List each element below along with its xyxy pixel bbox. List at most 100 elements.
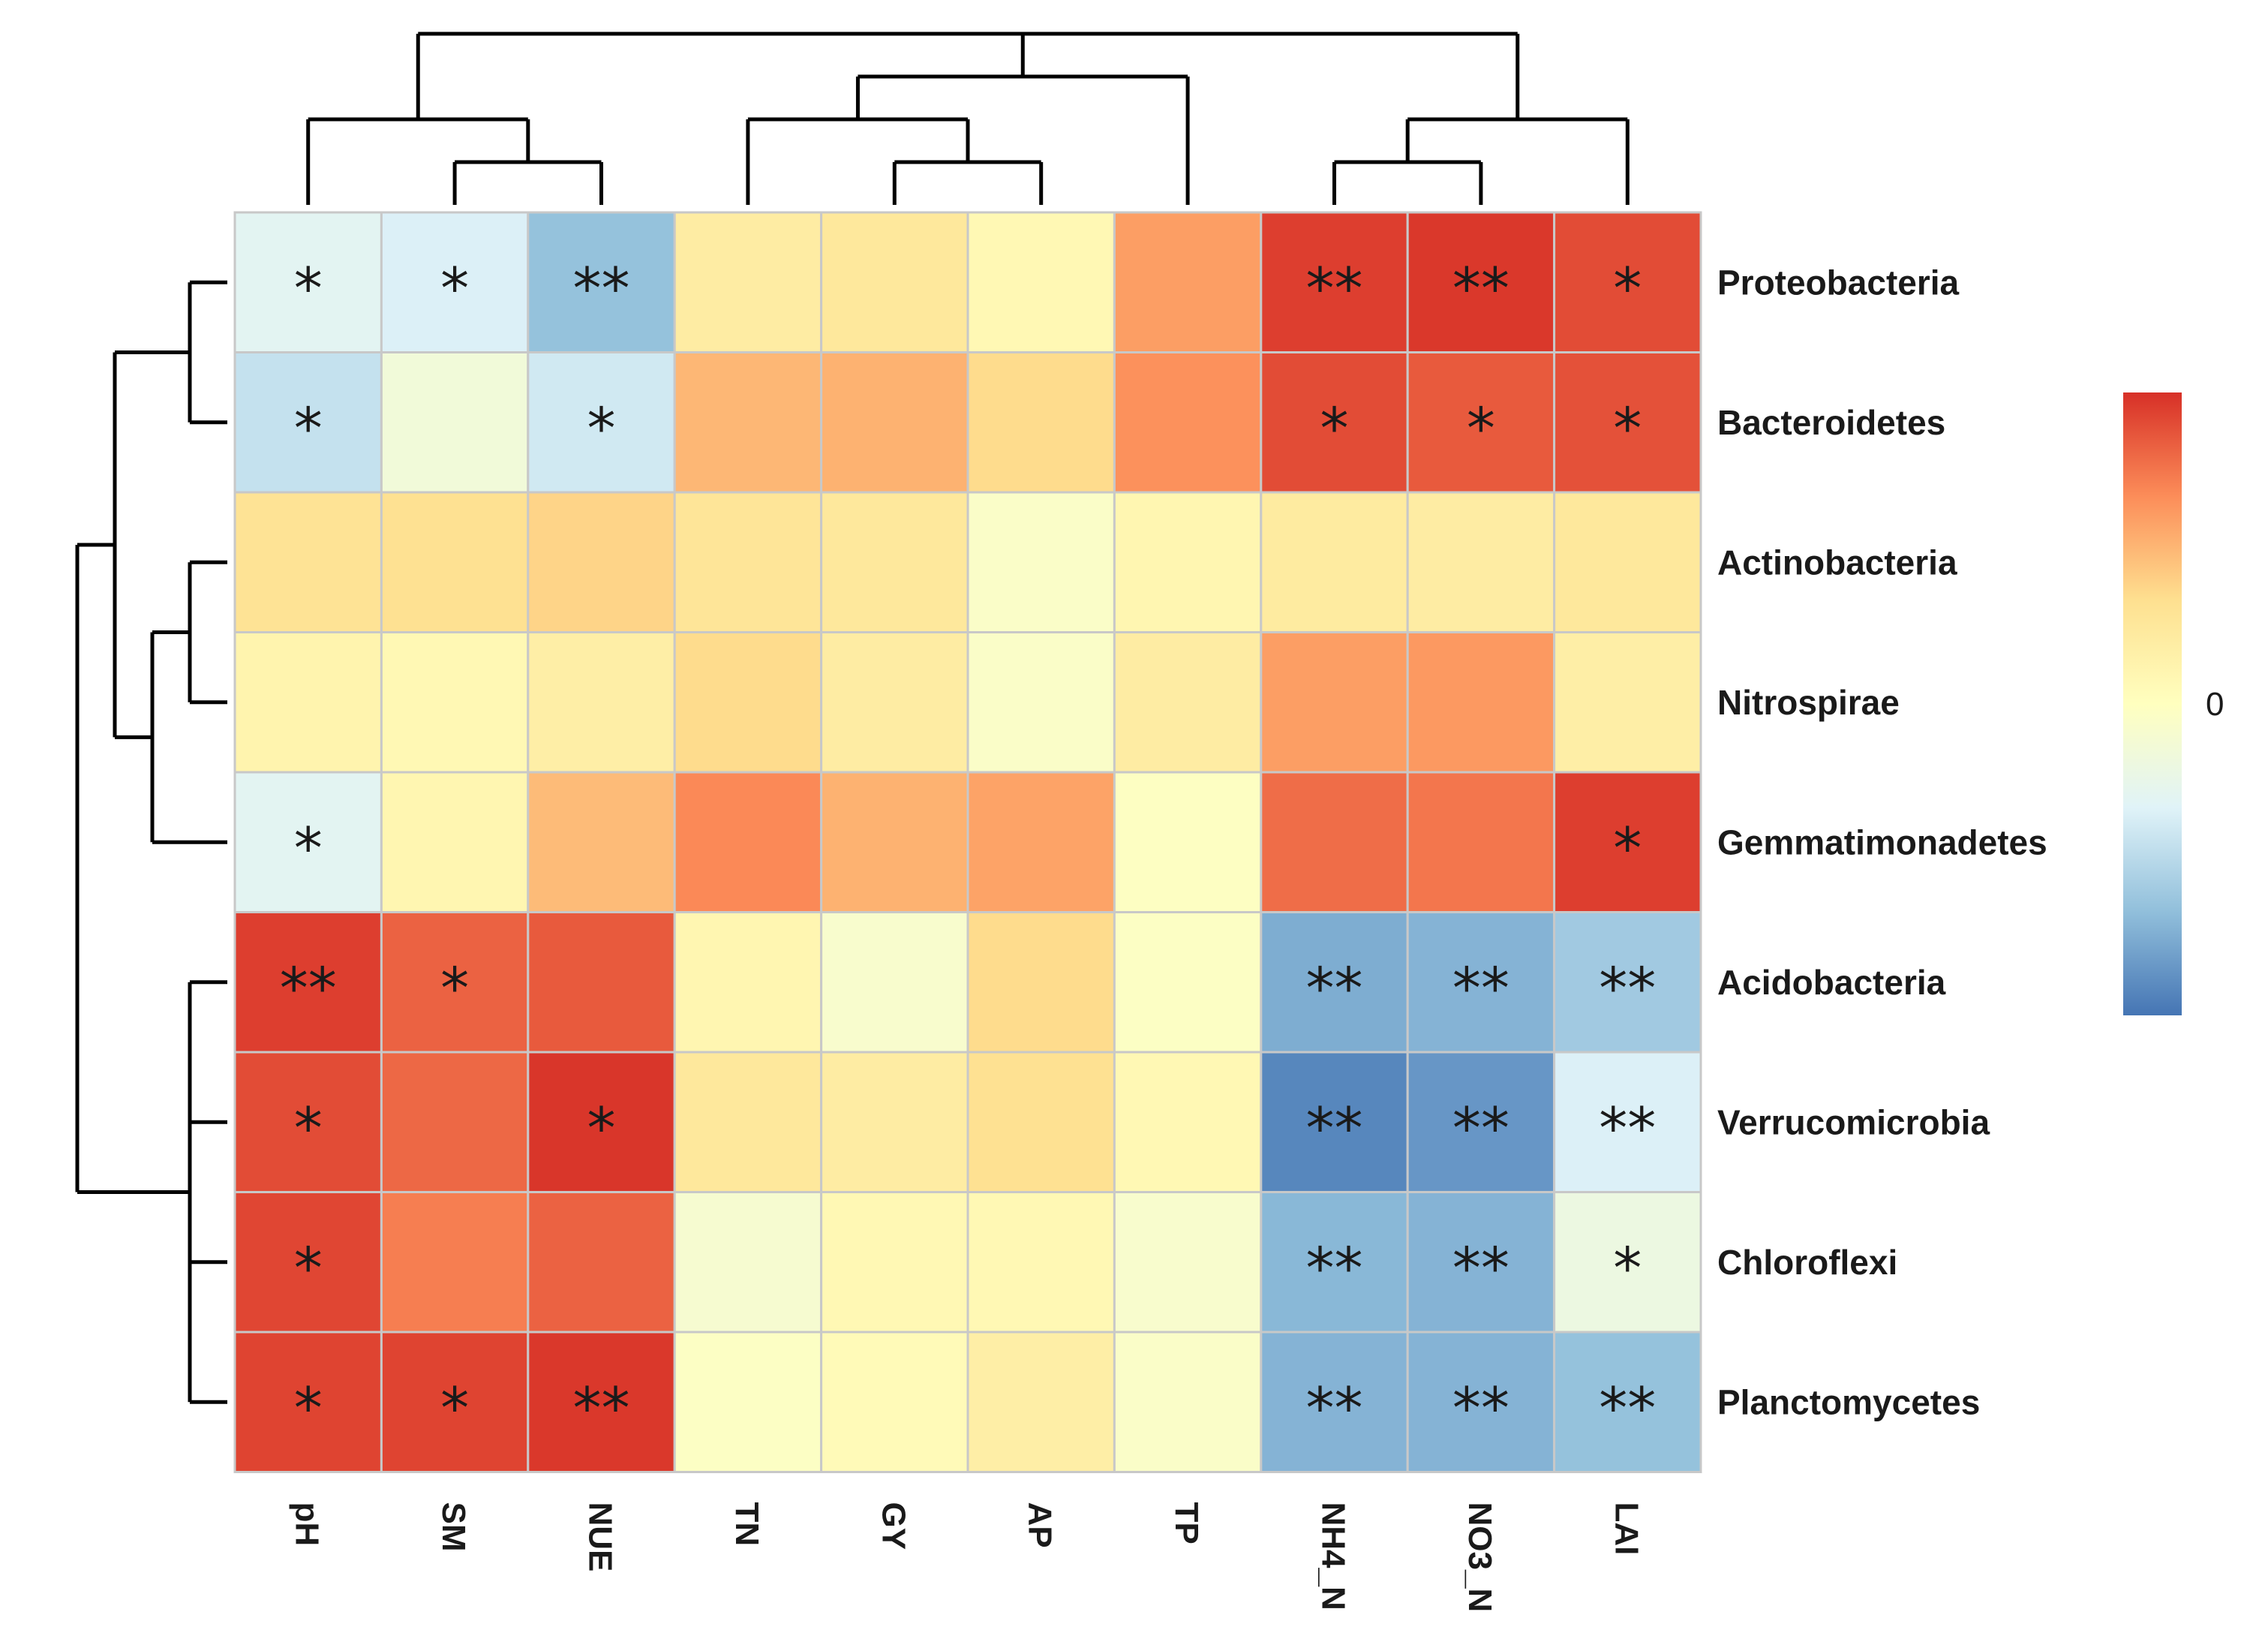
cell-planctomycetes-nue — [527, 1331, 676, 1473]
cell-actinobacteria-lai — [1553, 491, 1702, 633]
significance-acidobacteria-lai: ** — [1599, 955, 1656, 1021]
cell-actinobacteria-tn — [673, 491, 823, 633]
cell-chloroflexi-tp — [1113, 1191, 1263, 1334]
cell-proteobacteria-lai — [1553, 211, 1702, 353]
cell-nitrospirae-nue — [527, 631, 676, 774]
significance-verrucomicrobia-lai: ** — [1599, 1094, 1656, 1161]
cell-gemmatimonadetes-lai — [1553, 771, 1702, 913]
cell-gemmatimonadetes-no3-n — [1406, 771, 1556, 913]
cell-planctomycetes-sm — [380, 1331, 530, 1473]
cell-planctomycetes-ap — [966, 1331, 1116, 1473]
cell-actinobacteria-sm — [380, 491, 530, 633]
col-label-ph: pH — [289, 1502, 326, 1547]
cell-proteobacteria-tp — [1113, 211, 1263, 353]
cell-verrucomicrobia-tn — [673, 1051, 823, 1193]
cell-verrucomicrobia-ph — [233, 1051, 383, 1193]
col-label-lai: LAI — [1608, 1502, 1645, 1556]
col-label-sm: SM — [435, 1502, 472, 1552]
row-label-gemmatimonadetes: Gemmatimonadetes — [1717, 823, 2047, 862]
cell-chloroflexi-lai — [1553, 1191, 1702, 1334]
row-label-acidobacteria: Acidobacteria — [1717, 963, 1946, 1002]
cell-actinobacteria-tp — [1113, 491, 1263, 633]
cell-proteobacteria-nh4-n — [1260, 211, 1409, 353]
significance-proteobacteria-lai: * — [1613, 254, 1642, 321]
row-label-planctomycetes: Planctomycetes — [1717, 1382, 1980, 1421]
cell-acidobacteria-ph — [233, 911, 383, 1054]
cell-gemmatimonadetes-ap — [966, 771, 1116, 913]
cell-verrucomicrobia-sm — [380, 1051, 530, 1193]
col-label-tp: TP — [1168, 1502, 1205, 1544]
cell-proteobacteria-ph — [233, 211, 383, 353]
significance-gemmatimonadetes-ph: * — [294, 814, 323, 881]
cell-acidobacteria-nue — [527, 911, 676, 1054]
row-label-proteobacteria: Proteobacteria — [1717, 263, 1960, 302]
significance-verrucomicrobia-nh4-n: ** — [1306, 1094, 1363, 1161]
significance-bacteroidetes-lai: * — [1613, 395, 1642, 462]
col-label-gy: GY — [875, 1502, 912, 1550]
significance-marks: * * ** ** ** ** * * * ** *** * ** ** *** * ** ** *** ** ** **… — [280, 254, 1657, 1441]
cell-acidobacteria-gy — [820, 911, 969, 1054]
column-dendrogram — [306, 32, 1630, 205]
row-label-chloroflexi: Chloroflexi — [1717, 1243, 1897, 1282]
cell-actinobacteria-nh4-n — [1260, 491, 1409, 633]
cell-proteobacteria-gy — [820, 211, 969, 353]
cell-bacteroidetes-gy — [820, 351, 969, 494]
cell-acidobacteria-tn — [673, 911, 823, 1054]
significance-proteobacteria-nue: ** — [573, 254, 630, 321]
significance-planctomycetes-ph: * — [294, 1374, 323, 1441]
col-label-ap: AP — [1022, 1502, 1059, 1548]
cell-gemmatimonadetes-gy — [820, 771, 969, 913]
cell-gemmatimonadetes-tn — [673, 771, 823, 913]
cell-verrucomicrobia-ap — [966, 1051, 1116, 1193]
cell-nitrospirae-tp — [1113, 631, 1263, 774]
cell-planctomycetes-nh4-n — [1260, 1331, 1409, 1473]
significance-planctomycetes-nue: ** — [573, 1374, 630, 1441]
cell-bacteroidetes-nh4-n — [1260, 351, 1409, 494]
significance-bacteroidetes-nue: * — [587, 395, 616, 462]
significance-planctomycetes-no3-n: ** — [1452, 1374, 1509, 1441]
col-label-nue: NUE — [582, 1502, 619, 1572]
cell-nitrospirae-ph — [233, 631, 383, 774]
cell-planctomycetes-gy — [820, 1331, 969, 1473]
cell-gemmatimonadetes-nh4-n — [1260, 771, 1409, 913]
cell-verrucomicrobia-lai — [1553, 1051, 1702, 1193]
row-label-nitrospirae: Nitrospirae — [1717, 683, 1900, 722]
column-labels: pH SM NUE TN GY AP TP NH4_N NO3_N LAI — [289, 1502, 1645, 1613]
cell-nitrospirae-gy — [820, 631, 969, 774]
significance-planctomycetes-lai: ** — [1599, 1374, 1656, 1441]
heatmap-cells — [233, 211, 1702, 1473]
col-label-tn: TN — [728, 1502, 765, 1547]
cell-nitrospirae-no3-n — [1406, 631, 1556, 774]
significance-verrucomicrobia-no3-n: ** — [1452, 1094, 1509, 1161]
significance-proteobacteria-no3-n: ** — [1452, 254, 1509, 321]
cell-verrucomicrobia-nue — [527, 1051, 676, 1193]
cell-proteobacteria-tn — [673, 211, 823, 353]
row-labels: Proteobacteria Bacteroidetes Actinobacteri… — [1717, 263, 2047, 1421]
colorbar-gradient — [2123, 392, 2182, 1015]
cell-chloroflexi-tn — [673, 1191, 823, 1334]
cell-nitrospirae-tn — [673, 631, 823, 774]
cell-chloroflexi-gy — [820, 1191, 969, 1334]
cell-actinobacteria-gy — [820, 491, 969, 633]
col-label-no3-n: NO3_N — [1461, 1502, 1498, 1613]
cell-gemmatimonadetes-tp — [1113, 771, 1263, 913]
cell-verrucomicrobia-nh4-n — [1260, 1051, 1409, 1193]
significance-bacteroidetes-no3-n: * — [1467, 395, 1495, 462]
cell-proteobacteria-ap — [966, 211, 1116, 353]
cell-bacteroidetes-tp — [1113, 351, 1263, 494]
significance-chloroflexi-lai: * — [1613, 1235, 1642, 1301]
cell-nitrospirae-sm — [380, 631, 530, 774]
cell-acidobacteria-tp — [1113, 911, 1263, 1054]
significance-chloroflexi-ph: * — [294, 1235, 323, 1301]
cell-actinobacteria-ph — [233, 491, 383, 633]
row-label-actinobacteria: Actinobacteria — [1717, 543, 1957, 582]
cell-nitrospirae-ap — [966, 631, 1116, 774]
col-label-nh4-n: NH4_N — [1315, 1502, 1352, 1610]
cell-gemmatimonadetes-sm — [380, 771, 530, 913]
significance-proteobacteria-sm: * — [440, 254, 469, 321]
cell-chloroflexi-no3-n — [1406, 1191, 1556, 1334]
cell-actinobacteria-no3-n — [1406, 491, 1556, 633]
cell-actinobacteria-ap — [966, 491, 1116, 633]
cell-acidobacteria-ap — [966, 911, 1116, 1054]
